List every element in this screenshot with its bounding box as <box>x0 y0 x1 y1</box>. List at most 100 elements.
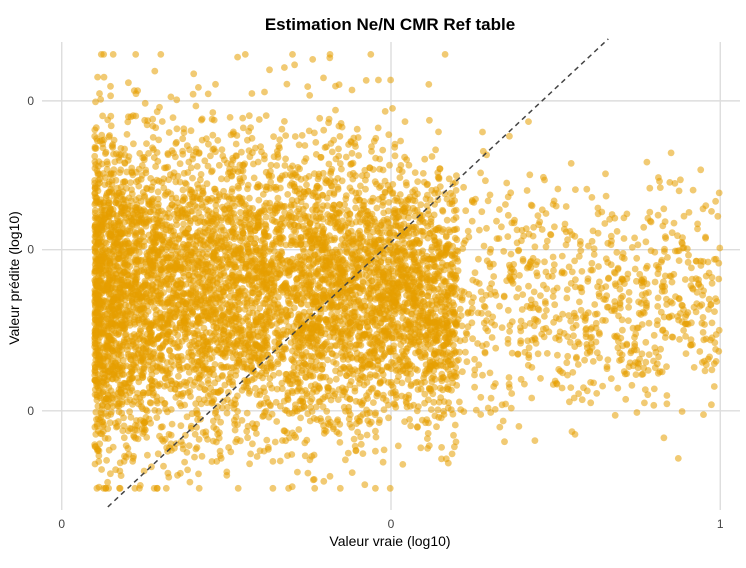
data-point <box>565 263 573 271</box>
data-point <box>525 351 533 359</box>
data-point <box>276 136 284 144</box>
data-point <box>175 372 182 380</box>
data-point <box>441 51 449 58</box>
data-point <box>498 324 506 331</box>
data-point <box>498 401 506 409</box>
data-point <box>550 261 558 268</box>
data-point <box>338 165 345 173</box>
data-point <box>538 206 546 214</box>
data-point <box>661 334 669 341</box>
data-point <box>154 195 162 203</box>
data-point <box>506 328 513 335</box>
data-point <box>633 409 641 416</box>
data-point <box>622 395 630 403</box>
data-point <box>482 291 490 299</box>
data-point <box>699 314 707 321</box>
data-point <box>688 264 695 272</box>
data-point <box>584 275 592 282</box>
data-point <box>396 174 404 182</box>
data-point <box>426 116 433 124</box>
data-point <box>679 234 686 242</box>
data-point <box>700 411 707 418</box>
data-point <box>332 106 339 114</box>
data-point <box>234 484 242 492</box>
data-point <box>129 458 137 465</box>
data-point <box>615 312 622 320</box>
data-point <box>484 197 492 205</box>
data-point <box>155 136 163 144</box>
data-point <box>291 61 298 69</box>
data-point <box>702 233 709 241</box>
data-point <box>646 208 654 216</box>
data-point <box>696 348 704 355</box>
data-point <box>434 406 442 414</box>
data-point <box>149 122 157 130</box>
data-point <box>130 140 137 148</box>
data-point <box>385 199 393 206</box>
data-point <box>588 324 596 331</box>
data-point <box>677 176 684 184</box>
data-point <box>487 245 495 253</box>
data-point <box>320 74 327 82</box>
data-point <box>540 173 547 181</box>
data-point <box>693 288 701 296</box>
data-point <box>682 350 690 357</box>
data-point <box>633 254 641 262</box>
data-point <box>370 137 378 145</box>
data-point <box>501 438 508 446</box>
data-point <box>289 51 296 58</box>
data-point <box>311 484 319 492</box>
data-point <box>563 286 571 293</box>
data-point <box>184 466 192 474</box>
data-point <box>543 237 551 245</box>
data-point <box>484 310 492 318</box>
data-point <box>567 384 575 391</box>
data-point <box>153 414 161 421</box>
data-point <box>215 161 223 169</box>
data-point <box>631 340 639 348</box>
data-point <box>187 164 195 172</box>
data-point <box>98 466 105 473</box>
data-point <box>517 339 524 347</box>
data-point <box>189 151 197 159</box>
data-point <box>379 201 386 209</box>
data-point <box>711 308 718 315</box>
data-point <box>613 228 621 235</box>
data-point <box>328 148 336 156</box>
data-point <box>453 236 461 244</box>
data-point <box>698 319 706 327</box>
data-point <box>414 178 422 186</box>
data-point <box>104 435 112 442</box>
data-point <box>342 192 350 200</box>
data-point <box>432 146 439 154</box>
data-point <box>184 169 192 176</box>
data-point <box>105 446 113 454</box>
data-point <box>566 398 573 406</box>
data-point <box>475 255 482 263</box>
data-point <box>297 414 304 422</box>
data-point <box>104 116 112 124</box>
data-point <box>263 436 271 444</box>
data-point <box>397 137 404 145</box>
data-point <box>519 291 527 298</box>
data-point <box>578 268 586 275</box>
data-point <box>190 70 198 78</box>
data-point <box>186 219 194 227</box>
data-point <box>578 396 586 404</box>
data-point <box>574 361 582 368</box>
data-point <box>699 291 706 299</box>
data-point <box>462 348 469 356</box>
data-point <box>555 366 563 373</box>
data-point <box>244 136 251 144</box>
data-point <box>185 442 193 449</box>
data-point <box>124 79 132 87</box>
data-point <box>542 268 550 276</box>
data-point <box>261 88 268 96</box>
data-point <box>448 450 456 458</box>
data-point <box>572 186 579 194</box>
data-point <box>110 136 118 144</box>
data-point <box>100 73 108 81</box>
data-point <box>643 302 650 309</box>
data-point <box>281 202 289 210</box>
data-point <box>614 384 622 392</box>
